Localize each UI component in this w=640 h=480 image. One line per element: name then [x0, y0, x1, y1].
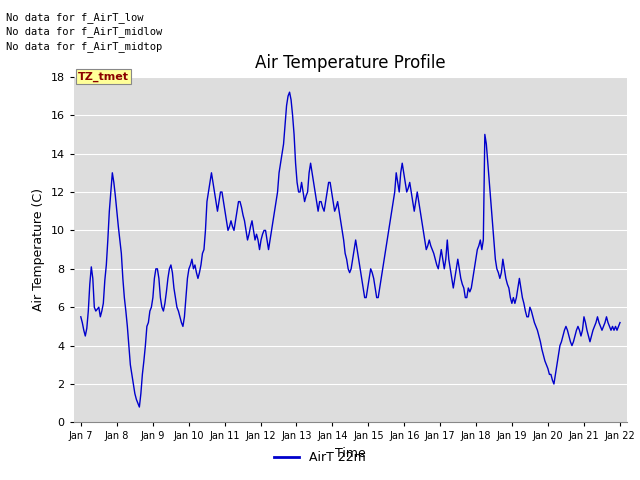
Title: Air Temperature Profile: Air Temperature Profile: [255, 54, 445, 72]
Text: No data for f_AirT_midlow: No data for f_AirT_midlow: [6, 26, 163, 37]
Text: TZ_tmet: TZ_tmet: [78, 72, 129, 82]
X-axis label: Time: Time: [335, 447, 366, 460]
Text: No data for f_AirT_midtop: No data for f_AirT_midtop: [6, 41, 163, 52]
Text: No data for f_AirT_low: No data for f_AirT_low: [6, 12, 144, 23]
Y-axis label: Air Temperature (C): Air Temperature (C): [32, 188, 45, 311]
Legend: AirT 22m: AirT 22m: [269, 446, 371, 469]
